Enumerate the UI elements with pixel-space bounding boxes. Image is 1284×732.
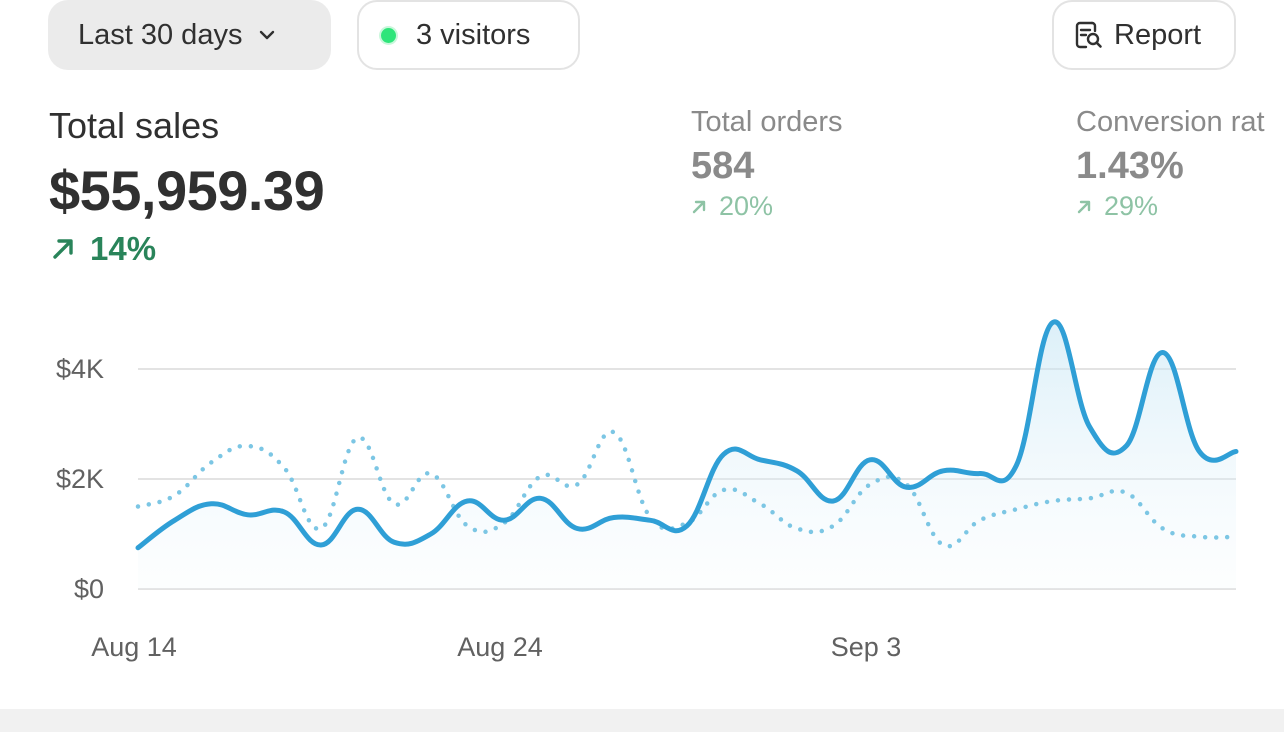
report-label: Report — [1114, 18, 1202, 51]
total-orders-change: 20% — [691, 191, 773, 222]
series-area-fill — [138, 321, 1236, 589]
arrow-up-right-icon — [1076, 199, 1092, 215]
x-tick-label: Aug 14 — [91, 632, 177, 662]
chevron-down-icon — [256, 24, 278, 46]
visitors-label: 3 visitors — [416, 18, 531, 51]
live-status-dot — [381, 27, 396, 43]
y-tick-label: $2K — [56, 464, 104, 494]
x-tick-label: Sep 3 — [831, 632, 902, 662]
date-range-label: Last 30 days — [78, 18, 243, 51]
x-tick-label: Aug 24 — [457, 632, 543, 662]
y-tick-label: $0 — [74, 574, 104, 604]
conversion-rate-title[interactable]: Conversion rat — [1076, 106, 1265, 138]
date-range-button[interactable]: Last 30 days — [48, 0, 331, 70]
total-orders-title[interactable]: Total orders — [691, 106, 843, 138]
arrow-up-right-icon — [691, 199, 707, 215]
report-search-icon — [1072, 19, 1104, 51]
y-tick-label: $4K — [56, 354, 104, 384]
footer-divider — [0, 709, 1284, 732]
sales-line-chart[interactable]: $4K $2K $0 Aug 14 Aug 24 Sep 3 — [0, 0, 1284, 700]
total-sales-change: 14% — [50, 230, 156, 268]
total-sales-change-value: 14% — [90, 230, 157, 267]
conversion-rate-change-value: 29% — [1104, 191, 1159, 221]
current-series-line[interactable] — [135, 319, 1239, 551]
total-orders-value: 584 — [691, 145, 755, 187]
total-sales-value: $55,959.39 — [49, 159, 325, 222]
arrow-up-right-icon — [50, 236, 76, 262]
live-visitors-button[interactable]: 3 visitors — [357, 0, 580, 70]
conversion-rate-change: 29% — [1076, 191, 1158, 222]
conversion-rate-value: 1.43% — [1076, 145, 1184, 187]
total-sales-title: Total sales — [49, 105, 220, 146]
report-button[interactable]: Report — [1052, 0, 1236, 70]
total-orders-change-value: 20% — [719, 191, 774, 221]
